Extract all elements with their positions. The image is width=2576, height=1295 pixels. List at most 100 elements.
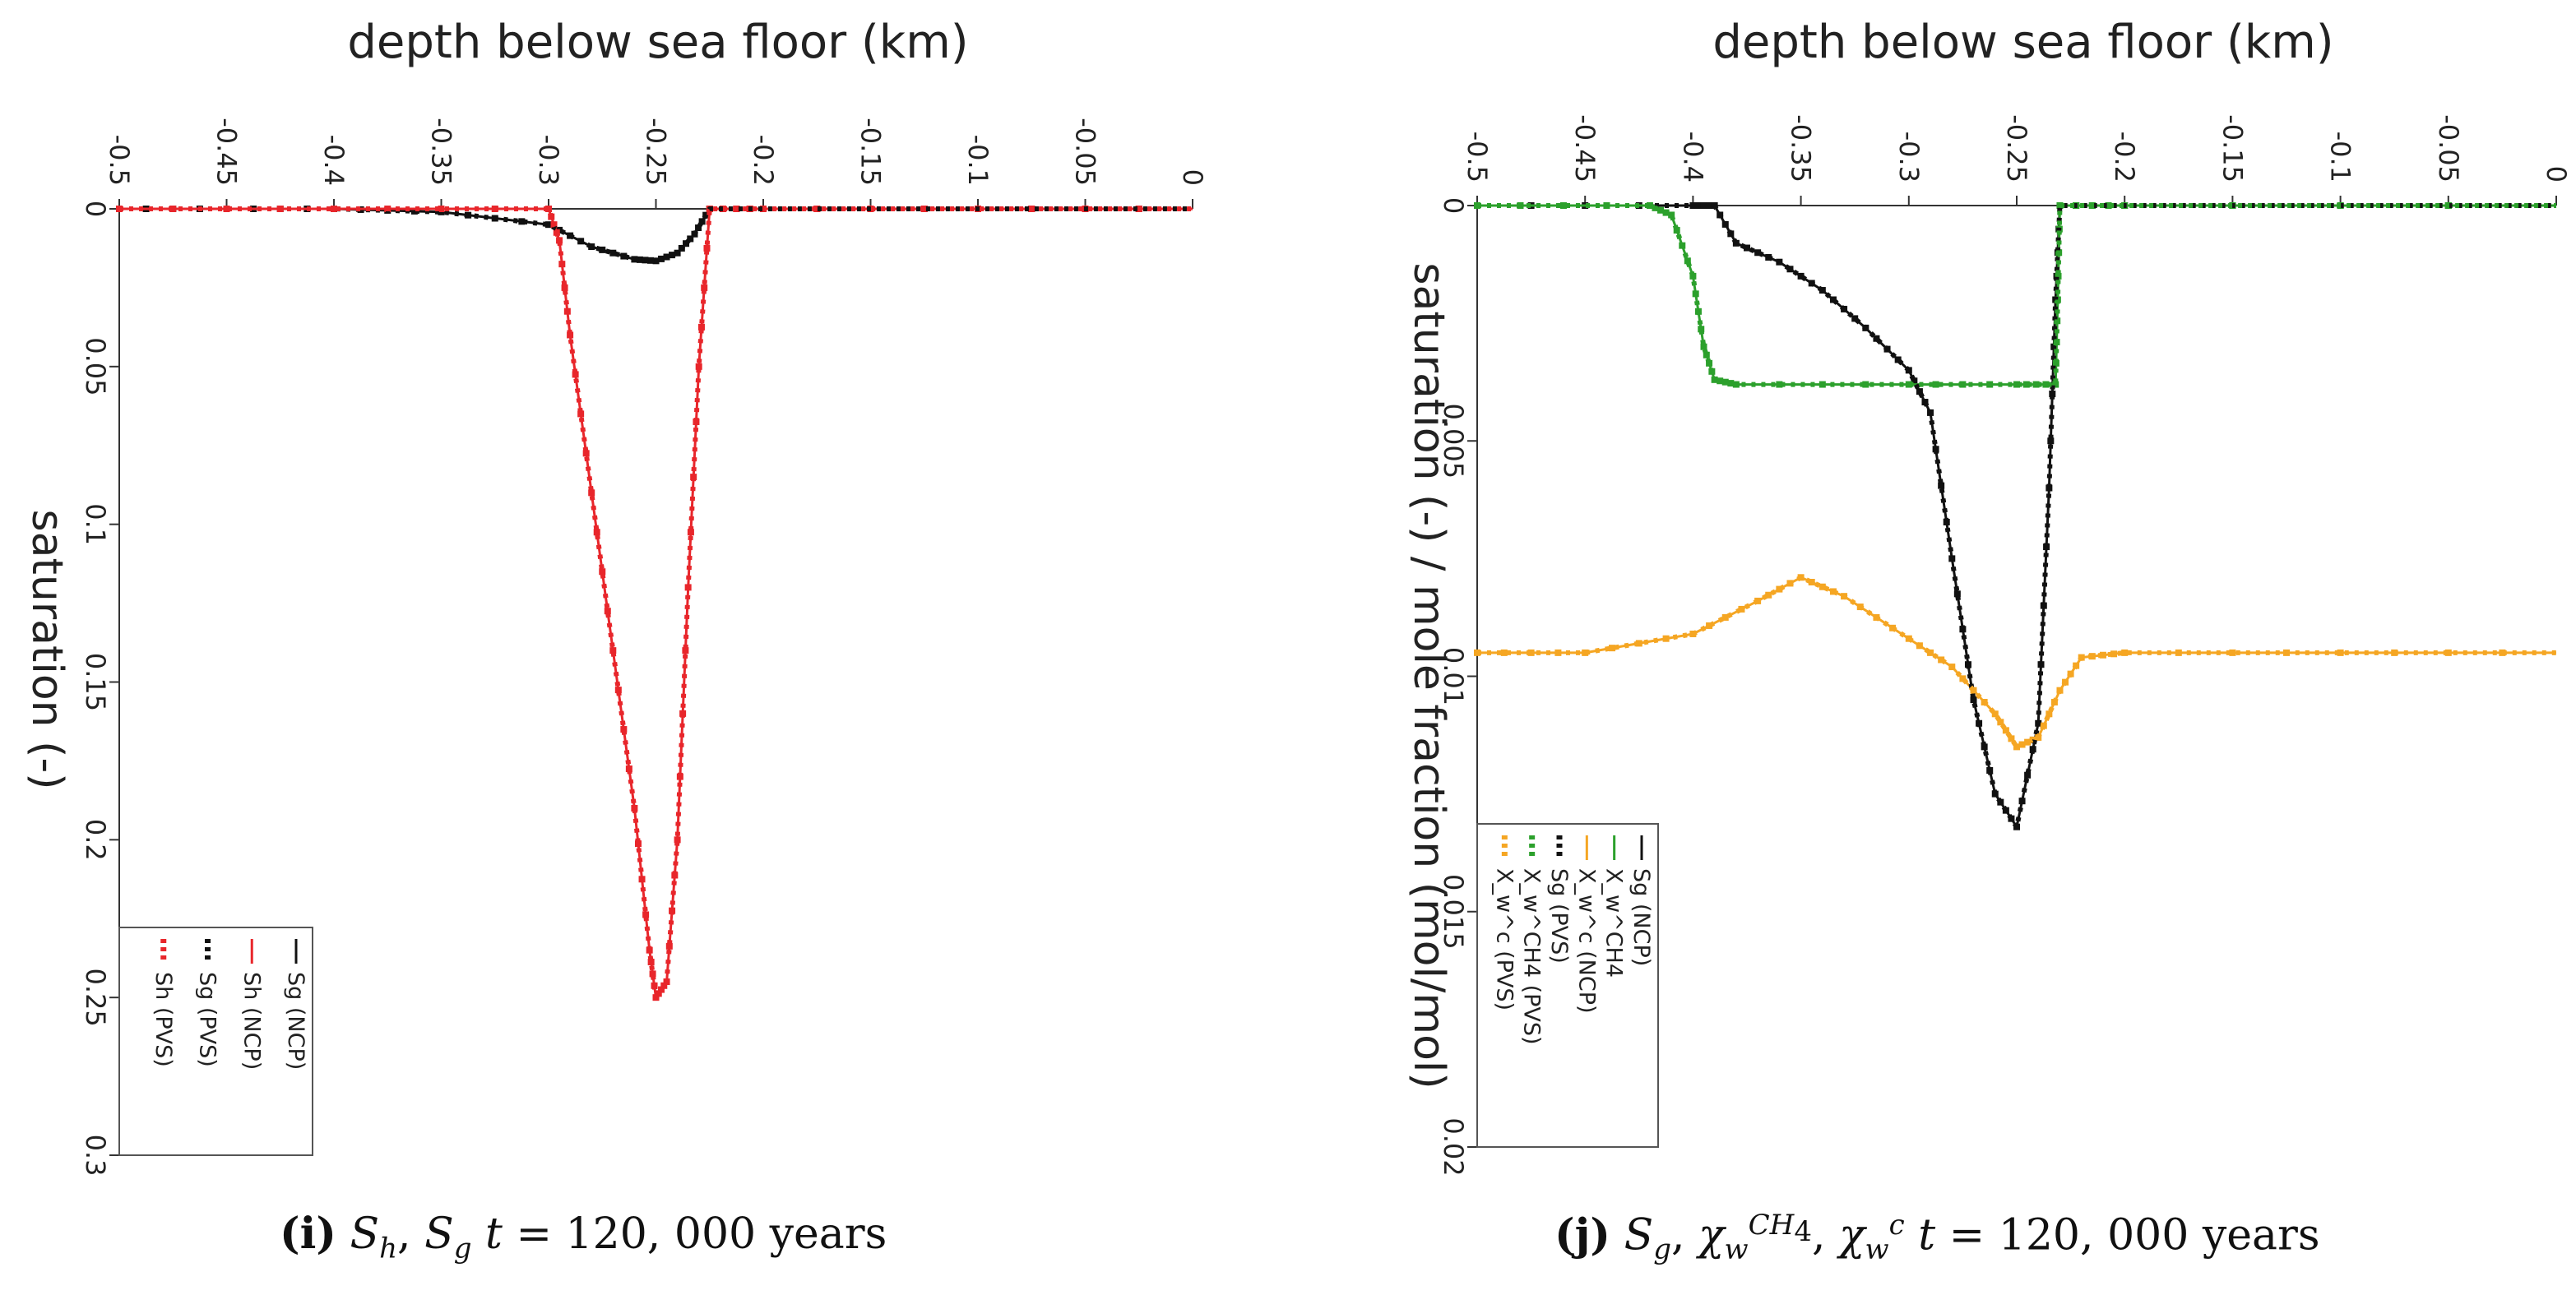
chart-i-point — [683, 240, 690, 247]
chart-i-point — [410, 207, 418, 215]
chart-i-point — [701, 284, 708, 291]
chart-j-series-0 — [1474, 202, 2556, 830]
chart-i-x-tick-label: 0 — [1177, 169, 1208, 186]
chart-j-series-line — [1477, 203, 2556, 387]
chart-j-series-4 — [1477, 203, 2556, 387]
chart-j-x-tick-label: -0.35 — [1786, 114, 1817, 183]
chart-j-point — [2032, 381, 2040, 388]
chart-j-legend-label: X_w^c (NCP) — [1573, 868, 1599, 1014]
chart-j-point — [2046, 710, 2053, 718]
chart-j-point — [1582, 649, 1589, 656]
chart-j-point — [1905, 635, 1912, 642]
chart-i-point — [697, 323, 705, 331]
chart-j-point — [2024, 738, 2032, 746]
chart-i-point — [561, 284, 568, 291]
chart-j-point — [1721, 613, 1729, 621]
chart-j-point — [2056, 202, 2064, 209]
chart-i-point — [660, 982, 668, 989]
chart-j-point — [1927, 649, 1934, 656]
chart-j-y-tick-label: 0.015 — [1438, 874, 1469, 950]
chart-i: depth below sea floor (km) -0.5 -0.45 -0.4 -… — [22, 16, 1208, 1177]
chart-j-point — [1668, 211, 1675, 219]
chart-i-point — [438, 206, 445, 212]
chart-i-x-tick-label: -0.2 — [748, 135, 779, 186]
chart-j-point — [1646, 202, 1653, 209]
chart-i-series-line — [119, 207, 1193, 999]
chart-i-point — [604, 608, 611, 615]
chart-j-point — [1894, 356, 1902, 363]
chart-j-series-line — [1477, 575, 2556, 750]
chart-i-point — [518, 218, 526, 225]
chart-i-point — [620, 252, 628, 260]
chart-i-point — [646, 257, 654, 264]
chart-i-y-tick-label: 0.3 — [80, 1135, 111, 1177]
chart-j-point — [1932, 446, 1939, 453]
chart-i-x-tick-label: -0.05 — [1070, 118, 1101, 186]
caption-i-label: (i) — [280, 1209, 336, 1259]
chart-j-x-tick-label: -0.2 — [2109, 132, 2140, 183]
chart-i-point — [720, 206, 727, 212]
chart-j-point — [1609, 645, 1615, 652]
chart-i-point — [665, 942, 673, 950]
chart-i-legend-label: Sg (NCP) — [283, 972, 308, 1070]
chart-i-point — [642, 911, 650, 918]
chart-j-point — [1559, 202, 1567, 209]
chart-i-series-3 — [119, 206, 1193, 1001]
chart-i-point — [813, 206, 821, 212]
chart-j-point — [1689, 272, 1697, 280]
chart-i-legend-box — [118, 927, 313, 1156]
chart-j-point — [1786, 266, 1794, 273]
chart-j-point — [1776, 381, 1783, 388]
chart-j-x-tick-label: 0 — [2541, 166, 2572, 183]
chart-i-point — [567, 331, 574, 339]
chart-j-point — [1706, 202, 1713, 209]
caption-j: (j) Sg, χwCH4, χwc t = 120, 000 years — [1554, 1209, 2320, 1266]
chart-j-point — [2022, 381, 2030, 388]
chart-i-point — [647, 959, 655, 966]
chart-j-legend-label: Sg (NCP) — [1629, 868, 1654, 966]
chart-j-y-tick-label: 0 — [1438, 197, 1469, 214]
chart-j-x-tick-label: -0.5 — [1462, 132, 1493, 183]
chart-j-point — [1862, 381, 1869, 388]
chart-j-x-tick-label: -0.25 — [2001, 114, 2032, 183]
chart-i-x-tick-label: -0.5 — [104, 135, 135, 186]
chart-j-point — [1689, 202, 1697, 209]
chart-j: depth below sea floor (km) -0.5 -0.45 -0.4 -… — [1404, 16, 2572, 1177]
chart-j-point — [1703, 351, 1710, 358]
chart-i-point — [620, 726, 628, 733]
chart-i-point — [703, 244, 711, 252]
chart-j-series-line — [1477, 203, 2556, 830]
chart-j-point — [1829, 588, 1837, 595]
chart-i-point — [687, 235, 694, 243]
chart-j-point — [1970, 696, 1977, 704]
chart-j-x-tick-label: -0.15 — [2217, 114, 2248, 183]
chart-j-point — [2002, 727, 2009, 734]
chart-i-point — [687, 529, 694, 536]
chart-i-legend: Sg (NCP) Sh (NCP) Sg (PVS) Sh (PVS) — [118, 927, 313, 1156]
chart-j-point — [2052, 359, 2059, 367]
chart-j-point — [1938, 656, 1945, 664]
chart-i-point — [572, 371, 579, 378]
chart-j-point — [1754, 249, 1762, 257]
chart-i-point — [636, 256, 643, 263]
chart-j-point — [1808, 579, 1815, 585]
chart-j-y-label: saturation (-) / mole fraction (mol/mol) — [1404, 262, 1453, 1089]
chart-j-point — [1932, 381, 1939, 388]
chart-j-series-line — [1477, 204, 2556, 386]
chart-j-point — [2008, 735, 2015, 742]
chart-j-series-3 — [1477, 203, 2556, 830]
chart-j-legend-label: X_w^CH4 (PVS) — [1519, 868, 1545, 1045]
chart-j-point — [2099, 651, 2106, 659]
chart-i-point — [655, 990, 662, 997]
chart-j-point — [1916, 388, 1923, 395]
chart-i-x-tick-label: -0.1 — [962, 135, 994, 186]
chart-i-point — [658, 255, 665, 262]
chart-i-point — [609, 647, 617, 654]
chart-i-point — [649, 970, 656, 978]
chart-i-point — [695, 224, 702, 232]
panel-i: depth below sea floor (km) -0.5 -0.45 -0.4 -… — [0, 0, 1283, 1295]
chart-i-point — [631, 804, 638, 812]
chart-i-series-0 — [116, 206, 1193, 265]
chart-j-point — [2052, 381, 2059, 388]
chart-j-point — [1500, 649, 1508, 656]
